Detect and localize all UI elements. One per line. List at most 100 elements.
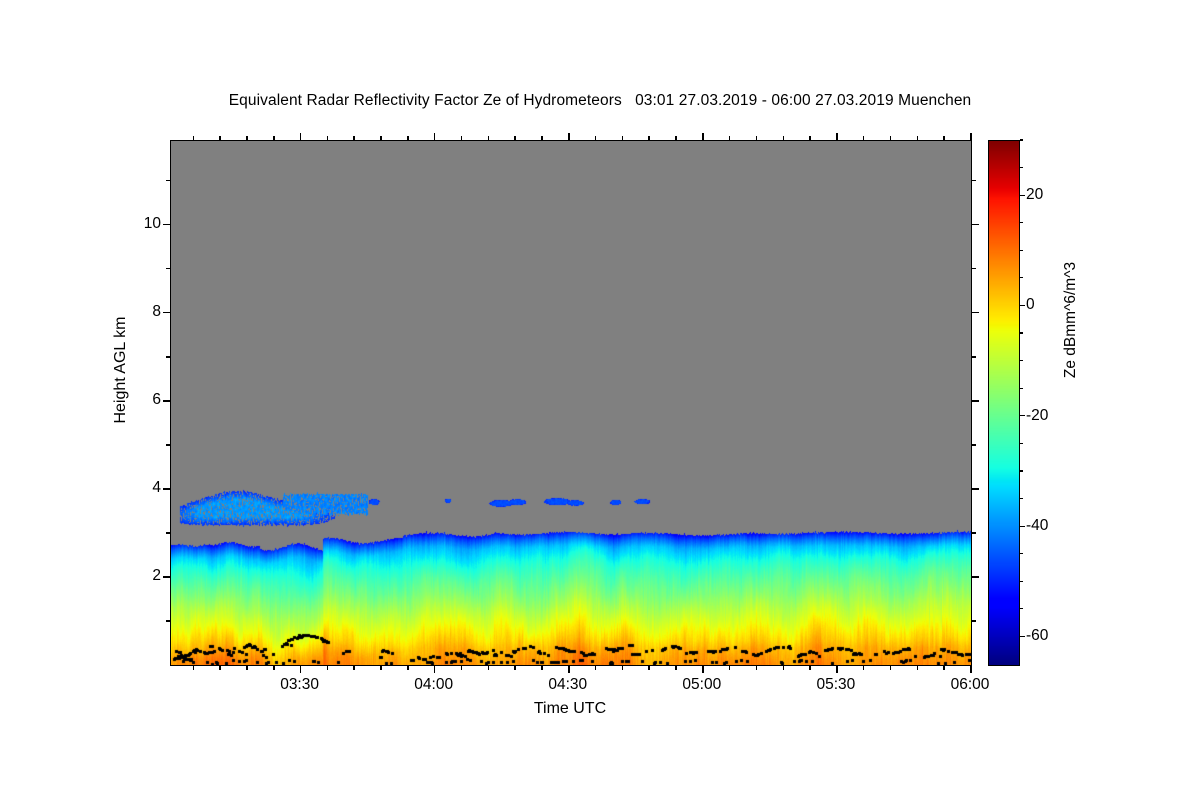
y-ticklabel: 2 bbox=[152, 566, 161, 584]
colorbar-tick bbox=[1020, 525, 1025, 527]
x-axis-ticklabels: 03:30 04:00 04:30 05:00 05:30 06:00 bbox=[170, 676, 989, 698]
colorbar-ticklabel: -20 bbox=[1026, 406, 1049, 424]
x-tick bbox=[299, 133, 302, 141]
colorbar-ticklabel: 0 bbox=[1026, 296, 1035, 314]
x-tick bbox=[487, 665, 490, 670]
x-tick bbox=[755, 665, 758, 670]
y-tick bbox=[163, 576, 171, 578]
colorbar-tick bbox=[1020, 360, 1023, 362]
y-axis-ticklabels: 2 4 6 8 10 bbox=[143, 140, 161, 664]
x-tick bbox=[326, 136, 329, 141]
x-tick bbox=[809, 665, 811, 670]
x-tick bbox=[407, 136, 409, 141]
x-tick bbox=[487, 136, 490, 141]
x-tick bbox=[702, 133, 704, 141]
x-tick bbox=[353, 665, 355, 670]
y-ticklabel: 6 bbox=[152, 390, 161, 408]
x-tick bbox=[836, 665, 838, 673]
x-tick bbox=[648, 665, 650, 670]
x-tick bbox=[460, 136, 463, 141]
x-tick bbox=[380, 136, 382, 141]
x-tick bbox=[970, 665, 972, 673]
x-ticklabel: 05:00 bbox=[682, 676, 722, 693]
colorbar-tick bbox=[1020, 222, 1023, 224]
x-ticklabel: 05:30 bbox=[816, 676, 856, 693]
reflectivity-heatmap bbox=[171, 141, 971, 665]
y-tick bbox=[971, 532, 976, 534]
colorbar bbox=[988, 140, 1020, 666]
x-tick bbox=[862, 136, 865, 141]
x-tick bbox=[594, 665, 597, 670]
colorbar-ticklabel: -60 bbox=[1026, 627, 1049, 645]
colorbar-ticks bbox=[988, 139, 1025, 664]
x-axis-title: Time UTC bbox=[533, 700, 607, 717]
y-tick bbox=[971, 444, 976, 446]
x-ticklabel: 04:30 bbox=[548, 676, 588, 693]
colorbar-tick bbox=[1020, 194, 1025, 196]
y-tick bbox=[163, 311, 171, 314]
x-tick bbox=[326, 665, 329, 670]
x-ticklabel: 06:00 bbox=[950, 676, 990, 693]
x-tick bbox=[219, 665, 221, 670]
x-tick bbox=[916, 136, 919, 141]
y-tick bbox=[971, 267, 976, 270]
x-tick bbox=[836, 133, 838, 141]
colorbar-tick bbox=[1020, 497, 1023, 500]
colorbar-gradient bbox=[989, 141, 1019, 665]
x-tick bbox=[782, 665, 785, 670]
x-tick bbox=[460, 665, 463, 670]
x-tick bbox=[246, 665, 248, 670]
y-ticklabel: 4 bbox=[152, 478, 161, 496]
x-tick bbox=[755, 136, 758, 141]
colorbar-tick bbox=[1020, 580, 1023, 582]
x-tick bbox=[889, 665, 892, 670]
colorbar-title: Ze dBmm^6/m^3 bbox=[1062, 261, 1079, 379]
x-ticklabel: 03:30 bbox=[280, 676, 319, 693]
y-tick bbox=[971, 576, 979, 578]
y-ticklabel: 8 bbox=[152, 302, 161, 320]
y-tick bbox=[163, 488, 171, 490]
x-tick bbox=[916, 665, 919, 670]
x-tick bbox=[943, 136, 945, 141]
x-tick bbox=[433, 665, 436, 673]
y-tick bbox=[163, 223, 171, 226]
colorbar-tick bbox=[1020, 442, 1023, 444]
x-tick bbox=[299, 665, 302, 673]
y-axis-title: Height AGL km bbox=[112, 316, 129, 424]
x-tick bbox=[648, 136, 650, 141]
colorbar-tick bbox=[1020, 166, 1023, 169]
x-tick bbox=[407, 665, 409, 670]
colorbar-tick bbox=[1020, 332, 1023, 334]
x-tick bbox=[943, 665, 945, 670]
x-tick bbox=[541, 136, 543, 141]
x-tick bbox=[514, 136, 516, 141]
x-tick bbox=[541, 665, 543, 670]
x-tick bbox=[809, 136, 811, 141]
y-tick bbox=[971, 400, 979, 402]
x-tick bbox=[353, 136, 355, 141]
x-tick bbox=[192, 665, 195, 670]
colorbar-ticklabel: -40 bbox=[1026, 517, 1049, 535]
colorbar-tick bbox=[1020, 387, 1023, 389]
x-tick bbox=[568, 665, 570, 673]
x-ticklabel: 04:00 bbox=[414, 676, 454, 693]
y-tick bbox=[971, 620, 976, 622]
colorbar-tick bbox=[1020, 415, 1025, 417]
x-tick bbox=[675, 665, 677, 670]
x-tick bbox=[889, 136, 892, 141]
y-tick bbox=[971, 223, 979, 226]
colorbar-tick bbox=[1020, 553, 1023, 555]
colorbar-tick bbox=[1020, 139, 1023, 141]
y-tick bbox=[166, 532, 171, 534]
y-tick bbox=[166, 179, 171, 182]
y-tick bbox=[166, 444, 171, 446]
x-tick bbox=[594, 136, 597, 141]
colorbar-tick bbox=[1020, 608, 1023, 610]
x-tick bbox=[728, 665, 731, 670]
x-tick bbox=[273, 136, 275, 141]
colorbar-ticklabels: -60 -40 -20 0 20 bbox=[1026, 140, 1086, 664]
x-tick bbox=[621, 665, 624, 670]
x-tick bbox=[433, 133, 436, 141]
x-tick bbox=[514, 665, 516, 670]
colorbar-tick bbox=[1020, 304, 1025, 307]
